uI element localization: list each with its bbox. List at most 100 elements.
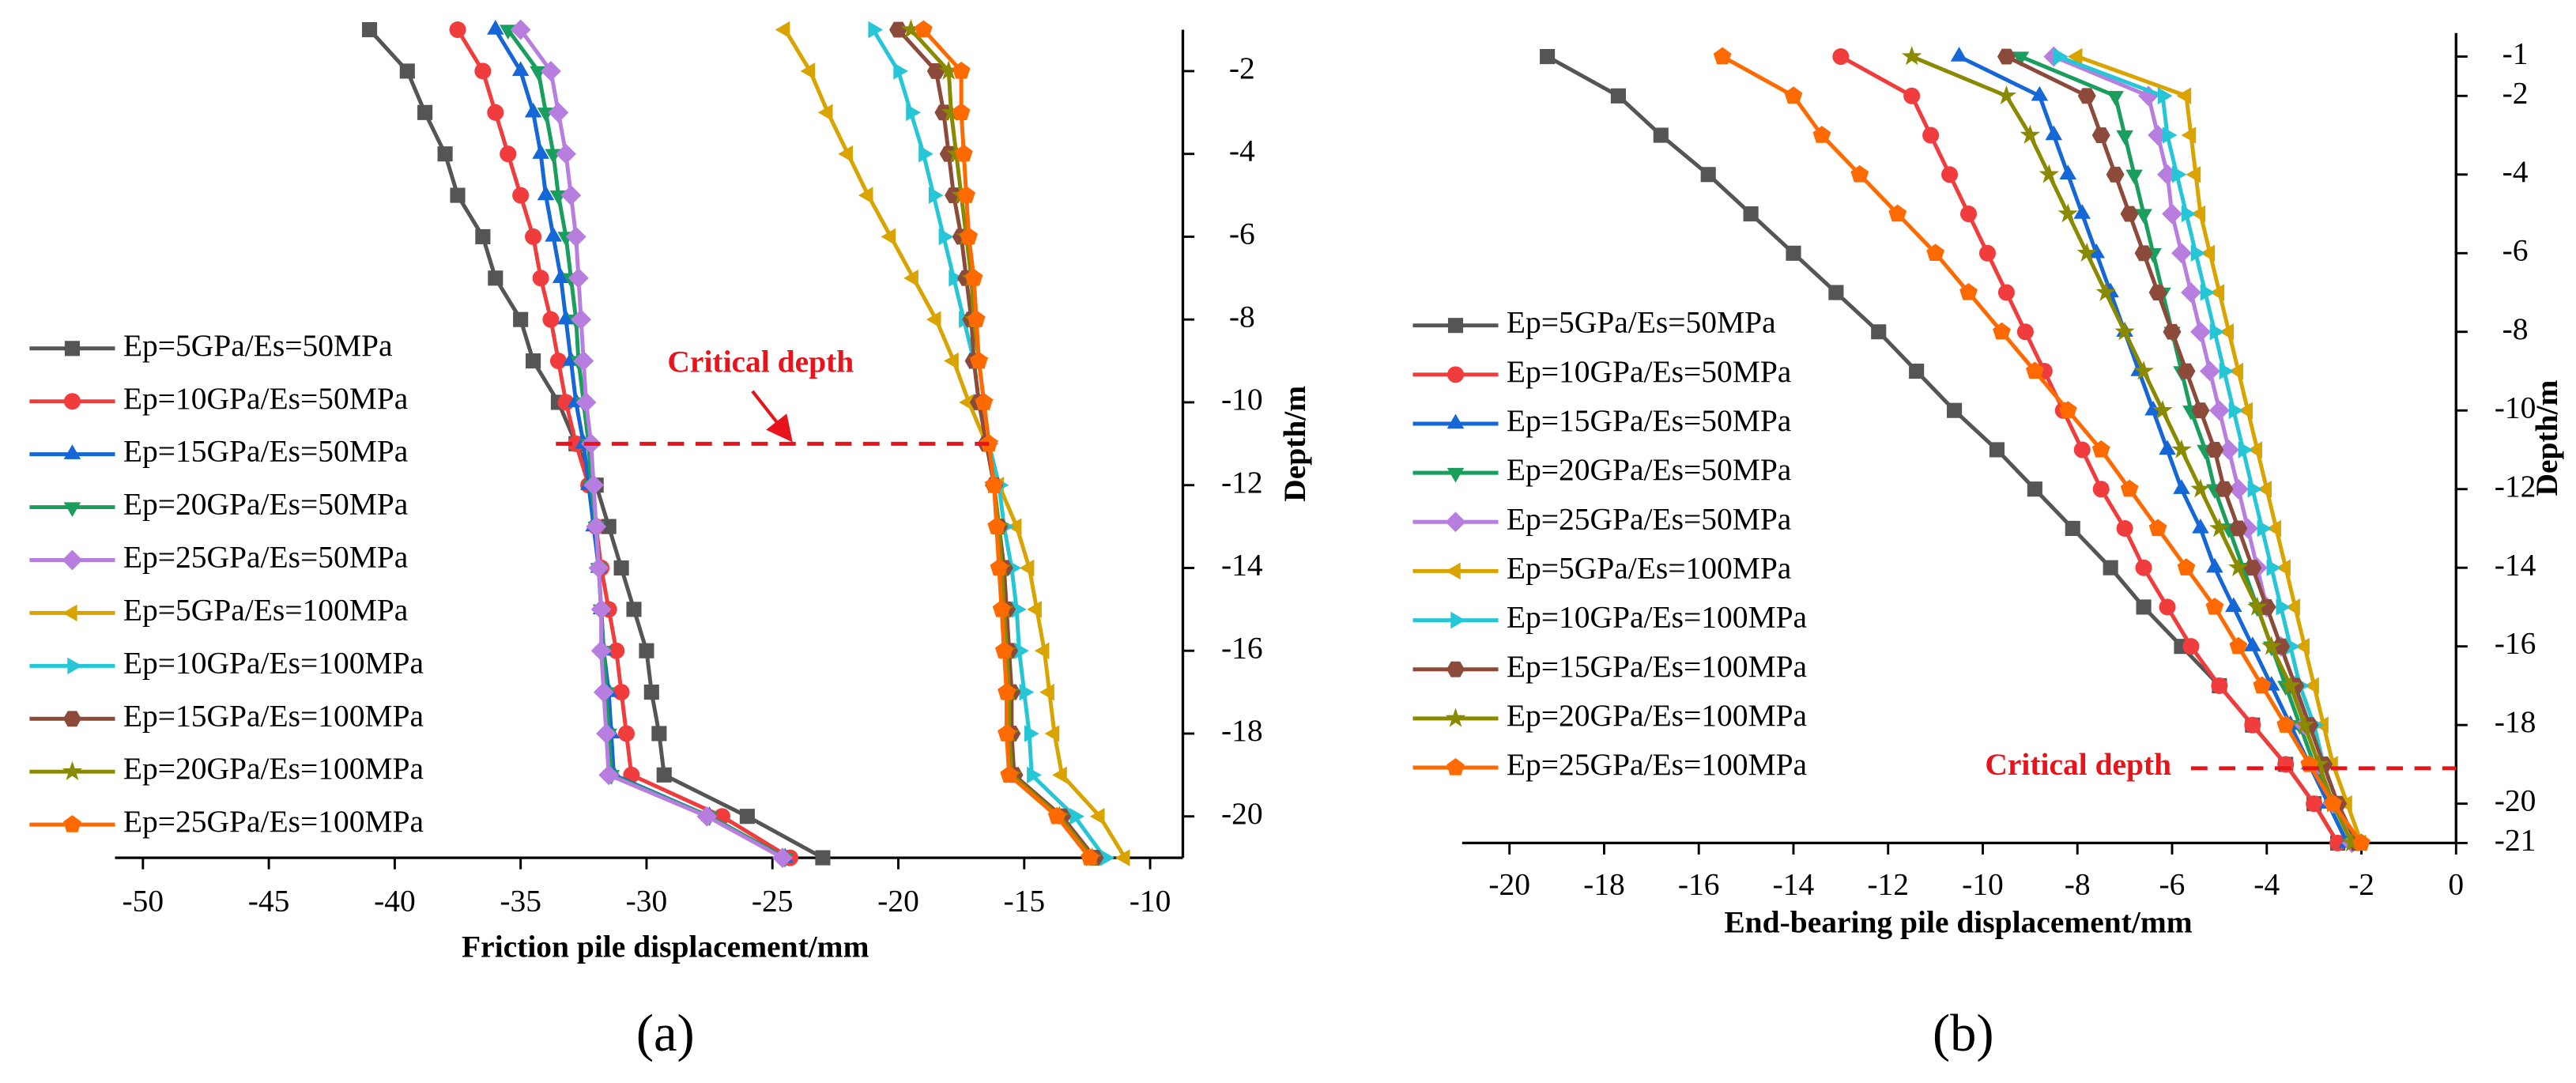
marker	[1014, 642, 1029, 659]
marker	[739, 809, 755, 825]
marker	[2190, 244, 2206, 262]
legend-label: Ep=15GPa/Es=100MPa	[123, 698, 424, 733]
marker	[987, 517, 1006, 534]
marker	[2073, 204, 2091, 219]
marker	[2045, 125, 2063, 141]
marker	[2065, 520, 2080, 537]
x-tick-label: -15	[1003, 883, 1045, 918]
marker	[1019, 683, 1035, 701]
marker	[1047, 806, 1066, 825]
marker	[2215, 481, 2234, 497]
marker	[2181, 205, 2197, 223]
marker	[2199, 360, 2220, 382]
legend-marker	[1446, 562, 1461, 580]
marker	[2190, 321, 2211, 342]
marker	[938, 60, 959, 80]
marker	[2308, 753, 2329, 773]
annotation-text: Critical depth	[1985, 747, 2171, 782]
marker	[2229, 636, 2248, 655]
marker	[2186, 166, 2201, 183]
marker	[2177, 558, 2196, 575]
marker	[941, 101, 962, 122]
y-tick-label: -2	[1229, 51, 1255, 85]
marker	[1540, 49, 1556, 65]
marker	[571, 309, 592, 330]
marker	[1941, 166, 1959, 183]
marker	[2192, 519, 2209, 534]
marker	[537, 185, 555, 201]
marker	[437, 146, 453, 162]
marker	[525, 228, 542, 245]
marker	[900, 19, 922, 39]
y-tick-label: -10	[2495, 390, 2536, 425]
marker	[1024, 725, 1039, 742]
marker	[2276, 715, 2295, 733]
marker	[696, 806, 718, 827]
marker	[2244, 636, 2261, 651]
marker	[2266, 519, 2281, 538]
legend-label: Ep=20GPa/Es=50MPa	[1507, 452, 1791, 487]
x-tick-label: -40	[374, 883, 416, 918]
marker	[2219, 362, 2235, 380]
marker	[1784, 86, 1803, 104]
marker	[1909, 363, 1925, 379]
marker	[2020, 124, 2041, 144]
marker	[2103, 560, 2118, 575]
marker	[2171, 243, 2192, 264]
marker	[2272, 638, 2291, 655]
x-tick-label: -10	[1130, 883, 1171, 918]
marker	[994, 641, 1013, 658]
marker	[1997, 284, 2015, 301]
legend-label: Ep=20GPa/Es=50MPa	[123, 487, 408, 522]
marker	[2120, 206, 2139, 222]
marker	[2304, 677, 2319, 695]
marker	[2190, 478, 2211, 498]
y-tick-label: -6	[1229, 217, 1255, 251]
marker	[2091, 127, 2110, 143]
marker	[2120, 479, 2139, 497]
marker	[2077, 88, 2096, 104]
marker	[1027, 601, 1042, 618]
x-tick-label: -6	[2159, 867, 2186, 902]
marker	[2229, 520, 2248, 537]
y-tick-label: -8	[1229, 299, 1255, 334]
marker	[524, 102, 542, 118]
marker	[2144, 400, 2162, 416]
marker	[2176, 87, 2192, 105]
marker	[944, 352, 959, 370]
marker	[487, 20, 504, 35]
marker	[2243, 560, 2262, 576]
marker	[2173, 479, 2190, 494]
marker	[1922, 126, 1940, 144]
y-tick-label: -8	[2502, 311, 2529, 346]
marker	[858, 187, 873, 204]
marker	[1812, 126, 1831, 143]
marker	[2073, 441, 2091, 458]
legend-label: Ep=20GPa/Es=100MPa	[123, 751, 424, 786]
marker	[1012, 601, 1027, 618]
legend-marker	[67, 657, 82, 675]
marker	[510, 19, 531, 40]
marker	[1888, 204, 1907, 222]
marker	[2116, 519, 2133, 537]
legend-marker	[1447, 318, 1464, 334]
legend-label: Ep=15GPa/Es=50MPa	[123, 434, 408, 469]
marker	[598, 764, 620, 786]
marker	[1850, 164, 1869, 183]
marker	[532, 270, 549, 287]
marker	[1027, 766, 1042, 784]
marker	[2247, 480, 2263, 498]
y-tick-label: -2	[2502, 75, 2529, 110]
marker	[928, 187, 944, 204]
series-line	[1721, 55, 2363, 844]
marker	[2276, 598, 2291, 616]
marker	[1019, 559, 1035, 577]
marker	[952, 103, 971, 120]
y-tick-label: -4	[2502, 154, 2529, 189]
legend-label: Ep=5GPa/Es=100MPa	[1507, 550, 1791, 585]
legend-label: Ep=25GPa/Es=50MPa	[1507, 501, 1791, 536]
marker	[2162, 203, 2182, 225]
x-tick-label: -4	[2254, 867, 2280, 902]
marker	[417, 104, 433, 120]
marker	[1959, 283, 1978, 300]
